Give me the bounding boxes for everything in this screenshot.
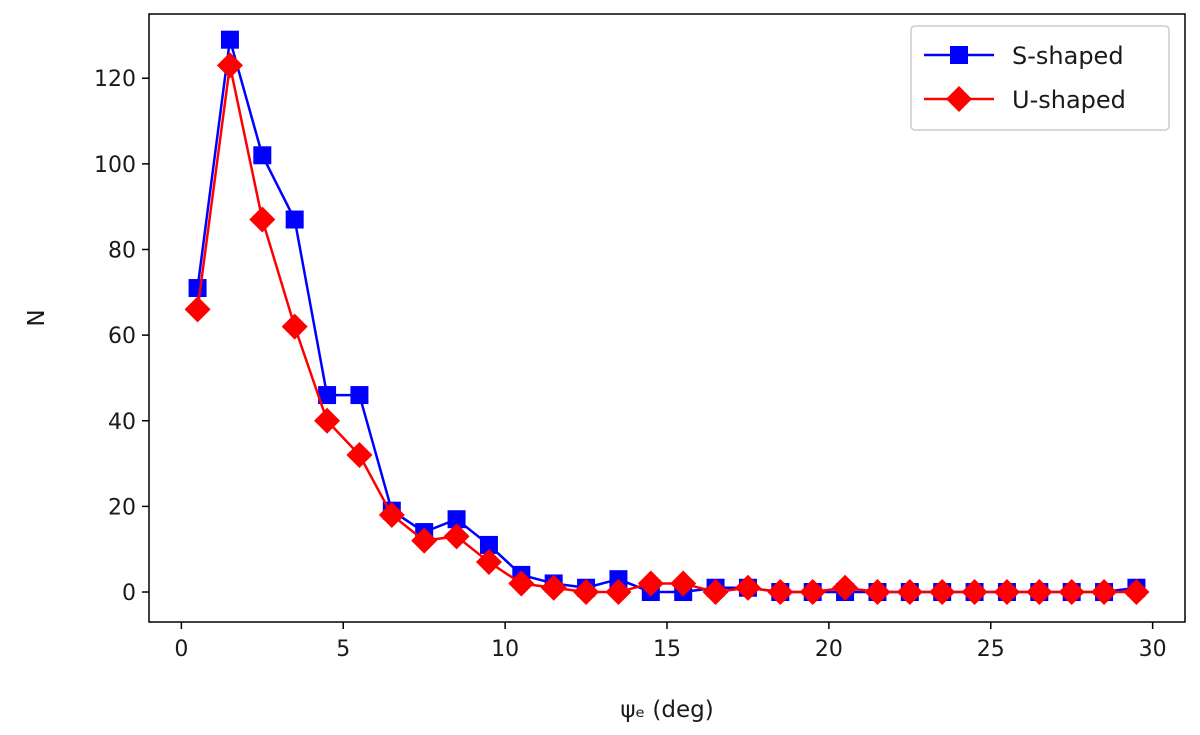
legend-marker-u-shaped (946, 86, 972, 112)
x-tick-label: 5 (336, 637, 350, 662)
data-point-s-shaped (188, 279, 207, 298)
series-u-shaped (184, 52, 1150, 606)
data-point-u-shaped (864, 579, 891, 606)
data-point-u-shaped (637, 570, 664, 597)
data-point-u-shaped (1123, 579, 1150, 606)
data-point-u-shaped (346, 442, 373, 469)
data-point-u-shaped (314, 407, 341, 434)
series-layer (184, 30, 1150, 606)
y-axis-ticks: 0 20 40 60 80 100 120 (94, 67, 149, 606)
y-tick-label: 100 (94, 153, 136, 178)
data-point-s-shaped (220, 30, 239, 49)
data-point-u-shaped (540, 574, 567, 601)
data-point-u-shaped (670, 570, 697, 597)
data-point-u-shaped (249, 206, 276, 233)
x-axis-ticks: 0 5 10 15 20 25 30 (174, 622, 1167, 662)
legend-label-s-shaped: S-shaped (1012, 42, 1124, 70)
data-point-u-shaped (573, 579, 600, 606)
data-point-u-shaped (443, 523, 470, 550)
data-point-u-shaped (993, 579, 1020, 606)
y-tick-label: 40 (108, 410, 136, 435)
data-point-u-shaped (508, 570, 535, 597)
data-point-u-shaped (961, 579, 988, 606)
legend-marker-s-shaped (950, 46, 968, 64)
y-axis-label: N (24, 309, 50, 326)
y-tick-label: 60 (108, 324, 136, 349)
data-point-s-shaped (350, 386, 369, 405)
data-point-s-shaped (479, 535, 498, 554)
y-tick-label: 120 (94, 67, 136, 92)
data-point-u-shaped (1058, 579, 1085, 606)
y-tick-label: 80 (108, 238, 136, 263)
data-point-s-shaped (285, 210, 304, 229)
y-tick-label: 20 (108, 495, 136, 520)
x-axis-label: ψₑ (deg) (620, 697, 713, 723)
x-tick-label: 0 (174, 637, 188, 662)
data-point-u-shaped (734, 574, 761, 601)
data-point-u-shaped (799, 579, 826, 606)
x-tick-label: 25 (977, 637, 1005, 662)
data-point-s-shaped (318, 386, 337, 405)
data-point-u-shaped (184, 296, 211, 323)
data-point-u-shaped (281, 313, 308, 340)
data-point-u-shaped (929, 579, 956, 606)
data-point-u-shaped (1026, 579, 1053, 606)
data-point-u-shaped (605, 579, 632, 606)
x-tick-label: 15 (653, 637, 681, 662)
data-point-u-shaped (896, 579, 923, 606)
series-line-u-shaped (196, 64, 1137, 594)
data-point-u-shaped (411, 527, 438, 554)
data-point-u-shaped (702, 579, 729, 606)
legend-box (910, 25, 1170, 131)
data-point-s-shaped (253, 146, 272, 165)
x-tick-label: 10 (491, 637, 519, 662)
data-point-u-shaped (1091, 579, 1118, 606)
data-point-u-shaped (832, 574, 859, 601)
data-point-u-shaped (475, 549, 502, 576)
x-tick-label: 30 (1139, 637, 1167, 662)
legend-label-u-shaped: U-shaped (1012, 86, 1126, 114)
legend: S-shaped U-shaped (910, 25, 1170, 131)
x-tick-label: 20 (815, 637, 843, 662)
y-tick-label: 0 (122, 581, 136, 606)
data-point-s-shaped (447, 510, 466, 529)
data-point-u-shaped (767, 579, 794, 606)
data-point-u-shaped (378, 501, 405, 528)
data-point-u-shaped (216, 52, 243, 79)
